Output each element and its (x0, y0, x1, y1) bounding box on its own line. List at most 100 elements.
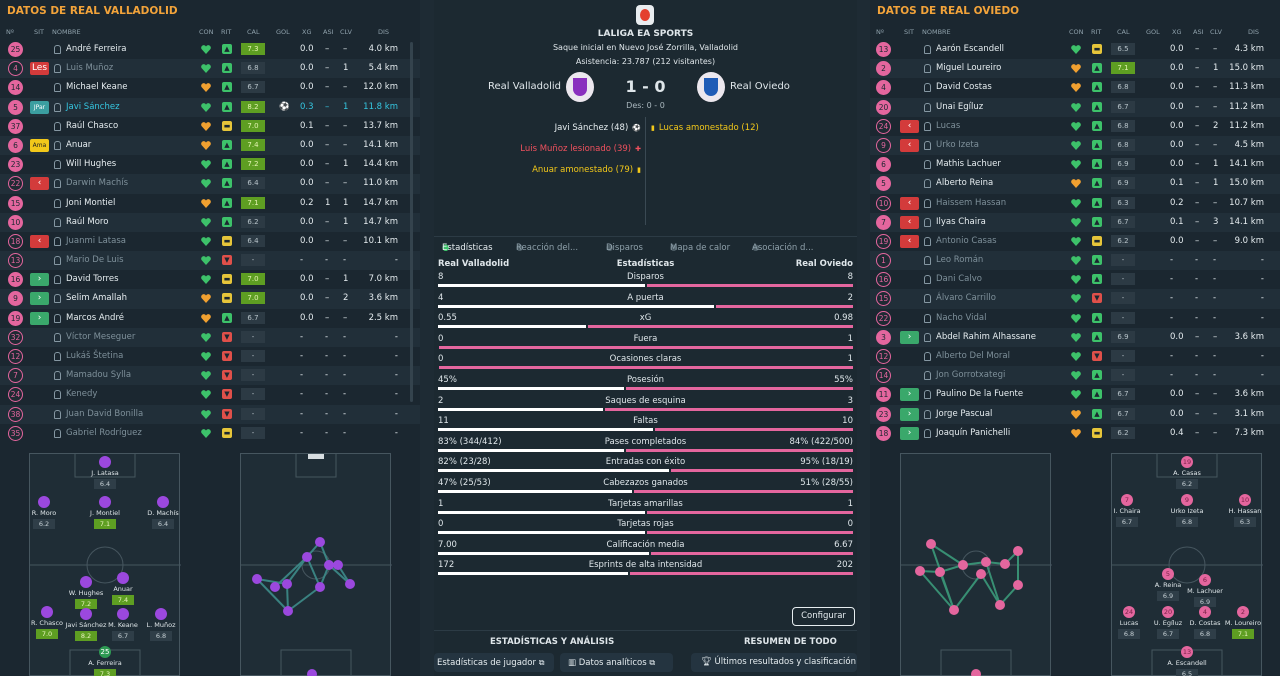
header-xg[interactable]: XG (302, 28, 312, 36)
header-gol[interactable]: GOL (1146, 28, 1160, 36)
player-row[interactable]: 23 Will Hughes ▲ 7.2 0.0– 1 14.4 km (0, 155, 420, 174)
formation-player-dot[interactable] (99, 456, 111, 468)
player-row[interactable]: 19 ‹ Antonio Casas ▬ 6.2 0.0– –9.0 km (870, 232, 1280, 251)
player-name[interactable]: Paulino De la Fuente (936, 389, 1024, 400)
header-rit[interactable]: RIT (1091, 28, 1102, 36)
formation-player-dot[interactable]: 24 (1123, 606, 1135, 618)
player-row[interactable]: 19 › Marcos André ▲ 6.7 0.0– –2.5 km (0, 309, 420, 328)
player-row[interactable]: 16 › David Torres ▬ 7.0 0.0– 1 7.0 km (0, 270, 420, 289)
formation-player-dot[interactable] (80, 608, 92, 620)
formation-player-dot[interactable]: 5 (1162, 568, 1174, 580)
header-rit[interactable]: RIT (221, 28, 232, 36)
player-name[interactable]: Will Hughes (66, 159, 117, 170)
player-name[interactable]: Marcos André (66, 312, 124, 323)
formation-player-dot[interactable] (155, 608, 167, 620)
configure-button[interactable]: Configurar (792, 607, 855, 626)
player-row[interactable]: 10 ‹ Haissem Hassan ▲ 6.3 0.2– –10.7 km (870, 194, 1280, 213)
header-clv[interactable]: CLV (340, 28, 352, 36)
player-row[interactable]: 2 Miguel Loureiro ▲ 7.1 0.0– 1 15.0 km (870, 59, 1280, 79)
player-row[interactable]: 9 › Selim Amallah ▬ 7.0 0.0– 2 3.6 km (0, 289, 420, 309)
player-name[interactable]: Lukáš Štetina (66, 351, 124, 361)
player-name[interactable]: Raúl Moro (66, 216, 109, 227)
player-name[interactable]: Víctor Meseguer (66, 331, 136, 342)
player-row[interactable]: 1 Leo Román ▲ - - - - - (870, 251, 1280, 271)
player-row[interactable]: 18 › Joaquín Panichelli ▬ 6.2 0.4– –7.3 km (870, 424, 1280, 443)
player-name[interactable]: Aarón Escandell (936, 44, 1005, 54)
player-name[interactable]: Jon Gorrotxategi (936, 370, 1006, 381)
player-row[interactable]: 16 Dani Calvo ▲ - - - - - (870, 270, 1280, 289)
player-name[interactable]: Mario De Luis (66, 255, 124, 266)
home-team-name[interactable]: Real Valladolid (488, 81, 561, 92)
player-row[interactable]: 13 Aarón Escandell ▬ 6.5 0.0 – – 4.3 km (870, 40, 1280, 59)
player-row[interactable]: 23 › Jorge Pascual ▲ 6.7 0.0– –3.1 km (870, 404, 1280, 424)
home-table-scrollbar[interactable] (410, 42, 413, 402)
player-row[interactable]: 25 André Ferreira ▲ 7.3 0.0 – – 4.0 km (0, 40, 420, 59)
home-crest-icon[interactable] (566, 72, 594, 102)
player-name[interactable]: Gabriel Rodríguez (66, 427, 142, 438)
player-row[interactable]: 20 Unai Egíluz ▲ 6.7 0.0– –11.2 km (870, 97, 1280, 117)
player-row[interactable]: 22 Nacho Vidal ▲ - - - - - (870, 309, 1280, 328)
player-name[interactable]: Mathis Lachuer (936, 159, 1001, 170)
player-name[interactable]: Álvaro Carrillo (936, 293, 996, 304)
player-row[interactable]: 7 ‹ Ilyas Chaira ▲ 6.7 0.1– 3 14.1 km (870, 212, 1280, 232)
player-name[interactable]: Jorge Pascual (936, 408, 993, 419)
header-name[interactable]: NOMBRE (922, 28, 951, 36)
player-name[interactable]: Antonio Casas (936, 235, 997, 246)
formation-player-dot[interactable] (117, 608, 129, 620)
player-name[interactable]: Urko Izeta (936, 139, 979, 150)
player-name[interactable]: Leo Román (936, 255, 984, 266)
player-name[interactable]: André Ferreira (66, 44, 127, 54)
header-dis[interactable]: DIS (1248, 28, 1260, 36)
player-row[interactable]: 6 Mathis Lachuer ▲ 6.9 0.0– 1 14.1 km (870, 155, 1280, 174)
header-xg[interactable]: XG (1172, 28, 1182, 36)
player-name[interactable]: Kenedy (66, 389, 98, 400)
header-clv[interactable]: CLV (1210, 28, 1222, 36)
player-row[interactable]: 37 Raúl Chasco ▬ 7.0 0.1– –13.7 km (0, 117, 420, 136)
formation-player-dot[interactable]: 9 (1181, 494, 1193, 506)
header-con[interactable]: CON (1069, 28, 1084, 36)
player-row[interactable]: 24 Kenedy ▼ - - - - - (0, 385, 420, 404)
player-name[interactable]: Ilyas Chaira (936, 216, 986, 227)
player-row[interactable]: 22 ‹ Darwin Machís ▲ 6.4 0.0– –11.0 km (0, 174, 420, 194)
formation-player-dot[interactable] (117, 572, 129, 584)
player-row[interactable]: 7 Mamadou Sylla ▼ - - - - - (0, 366, 420, 386)
analytics-button[interactable]: ▥ Datos analíticos ⧉ (560, 653, 673, 672)
player-name[interactable]: Haissem Hassan (936, 197, 1007, 208)
player-row[interactable]: 12 Lukáš Štetina ▼ - - - - - (0, 347, 420, 366)
player-row[interactable]: 6 Ama Anuar ▲ 7.4 0.0– –14.1 km (0, 135, 420, 156)
player-name[interactable]: Joni Montiel (66, 197, 116, 208)
player-name[interactable]: Javi Sánchez (66, 101, 120, 112)
player-row[interactable]: 18 ‹ Juanmi Latasa ▬ 6.4 0.0– –10.1 km (0, 232, 420, 251)
player-row[interactable]: 32 Víctor Meseguer ▼ - - - - - (0, 327, 420, 347)
formation-player-dot[interactable]: 7 (1121, 494, 1133, 506)
player-row[interactable]: 14 Michael Keane ▲ 6.7 0.0– –12.0 km (0, 78, 420, 97)
player-row[interactable]: 5 Alberto Reina ▲ 6.9 0.1– 1 15.0 km (870, 174, 1280, 194)
player-name[interactable]: Joaquín Panichelli (936, 427, 1011, 438)
player-row[interactable]: 10 Raúl Moro ▲ 6.2 0.0– 1 14.7 km (0, 212, 420, 232)
formation-player-dot[interactable]: 13 (1181, 646, 1193, 658)
player-row[interactable]: 13 Mario De Luis ▼ - - - - - (0, 251, 420, 271)
formation-player-dot[interactable] (80, 576, 92, 588)
player-row[interactable]: 11 › Paulino De la Fuente ▲ 6.7 0.0– –3.6 km (870, 385, 1280, 404)
formation-player-dot[interactable] (99, 496, 111, 508)
formation-player-dot[interactable]: 6 (1199, 574, 1211, 586)
header-con[interactable]: CON (199, 28, 214, 36)
player-row[interactable]: 9 ‹ Urko Izeta ▲ 6.8 0.0– –4.5 km (870, 135, 1280, 156)
player-name[interactable]: Michael Keane (66, 82, 128, 93)
player-row[interactable]: 38 Juan David Bonilla ▼ - - - - - (0, 404, 420, 424)
player-name[interactable]: Juanmi Latasa (66, 235, 126, 246)
formation-player-dot[interactable]: 2 (1237, 606, 1249, 618)
header-cal[interactable]: CAL (247, 28, 260, 36)
formation-player-dot[interactable]: 25 (99, 646, 111, 658)
away-crest-icon[interactable] (697, 72, 725, 102)
player-row[interactable]: 35 Gabriel Rodríguez ▬ - - - - - (0, 424, 420, 443)
player-name[interactable]: Selim Amallah (66, 293, 127, 304)
player-name[interactable]: Abdel Rahim Alhassane (936, 331, 1037, 342)
header-asi[interactable]: ASI (1193, 28, 1204, 36)
player-row[interactable]: 15 Álvaro Carrillo ▼ - - - - - (870, 289, 1280, 309)
player-name[interactable]: Alberto Reina (936, 178, 994, 189)
player-row[interactable]: 3 › Abdel Rahim Alhassane ▲ 6.9 0.0– –3.6 km (870, 327, 1280, 347)
player-name[interactable]: Miguel Loureiro (936, 63, 1002, 74)
player-name[interactable]: Unai Egíluz (936, 101, 984, 112)
formation-player-dot[interactable]: 10 (1239, 494, 1251, 506)
